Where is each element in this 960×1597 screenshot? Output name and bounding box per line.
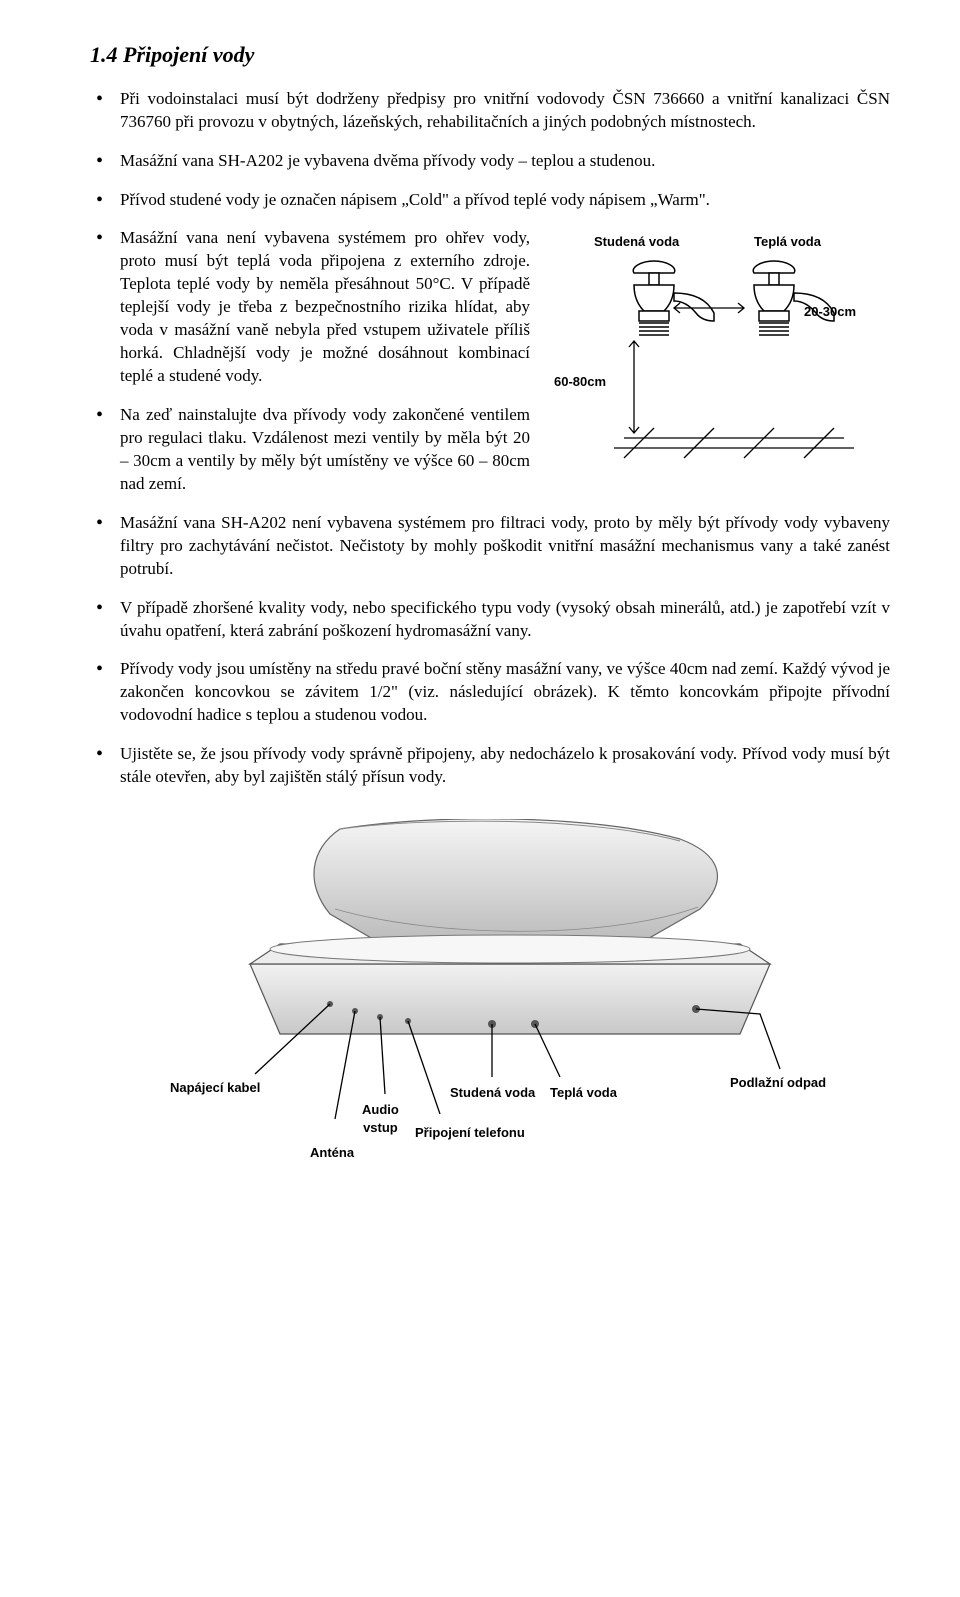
label-hdist: 20-30cm — [804, 303, 856, 321]
bullet-item: Na zeď nainstalujte dva přívody vody zak… — [90, 404, 530, 496]
tap-diagram: Studená voda Teplá voda 20-30cm 60-80cm — [554, 233, 890, 493]
label-warm: Teplá voda — [754, 233, 821, 251]
label-power-cable: Napájecí kabel — [170, 1079, 260, 1097]
bullets-left: Masážní vana není vybavena systémem pro … — [90, 227, 530, 495]
bullets-bottom: Masážní vana SH-A202 není vybavena systé… — [90, 512, 890, 789]
bullet-item: Masážní vana není vybavena systémem pro … — [90, 227, 530, 388]
section-heading: 1.4 Připojení vody — [90, 40, 890, 70]
bullets-top: Při vodoinstalaci musí být dodrženy před… — [90, 88, 890, 212]
label-warm-water: Teplá voda — [550, 1084, 617, 1102]
label-cold: Studená voda — [594, 233, 679, 251]
bullet-item: Masážní vana SH-A202 je vybavena dvěma p… — [90, 150, 890, 173]
bullet-item: Přívody vody jsou umístěny na středu pra… — [90, 658, 890, 727]
label-vdist: 60-80cm — [554, 373, 606, 391]
label-antenna: Anténa — [310, 1144, 354, 1162]
label-audio-in: Audio vstup — [362, 1101, 399, 1136]
bullet-item: Při vodoinstalaci musí být dodrženy před… — [90, 88, 890, 134]
bullet-item: Ujistěte se, že jsou přívody vody správn… — [90, 743, 890, 789]
tub-diagram: Napájecí kabel Anténa Audio vstup Připoj… — [90, 819, 890, 1219]
label-cold-water: Studená voda — [450, 1084, 535, 1102]
bullet-item: Masážní vana SH-A202 není vybavena systé… — [90, 512, 890, 581]
bullet-item: Přívod studené vody je označen nápisem „… — [90, 189, 890, 212]
label-phone: Připojení telefonu — [415, 1124, 525, 1142]
tap-svg — [554, 233, 874, 493]
bullet-item: V případě zhoršené kvality vody, nebo sp… — [90, 597, 890, 643]
label-drain: Podlažní odpad — [730, 1074, 826, 1092]
